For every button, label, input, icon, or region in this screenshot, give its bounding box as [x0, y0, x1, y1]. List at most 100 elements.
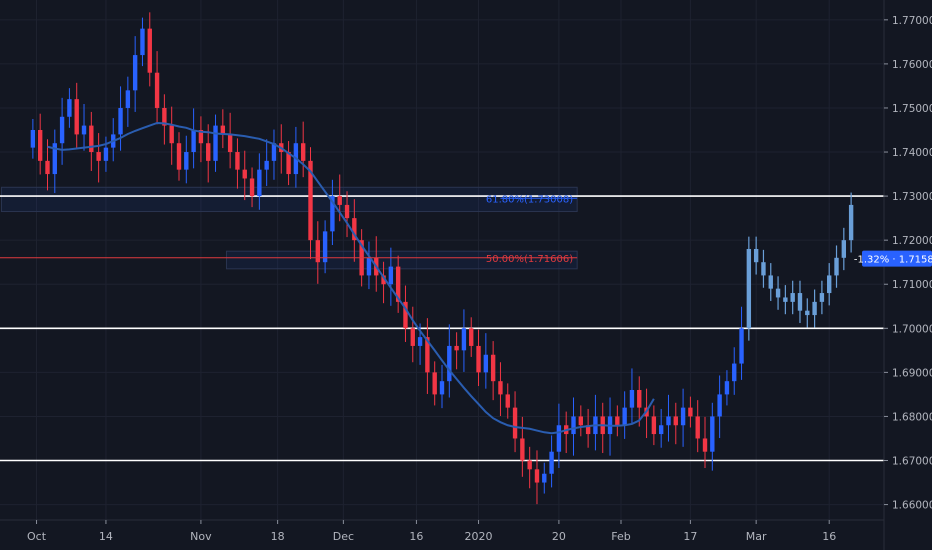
candle-body — [59, 116, 65, 144]
x-tick-label[interactable]: Oct — [27, 530, 47, 543]
candle-body — [30, 130, 36, 148]
candle-body — [688, 407, 693, 417]
candle-body — [673, 416, 678, 426]
zones — [0, 186, 578, 270]
x-tick-label[interactable]: Mar — [746, 530, 767, 543]
candle-body — [81, 125, 87, 135]
x-tick-label[interactable]: Feb — [611, 530, 630, 543]
candle-body — [403, 301, 408, 329]
candle-body — [191, 130, 196, 153]
candle-body — [352, 218, 357, 241]
candle-body — [37, 130, 43, 161]
projection-body — [827, 275, 832, 294]
candle-body — [461, 328, 467, 351]
projection-body — [761, 262, 766, 276]
price-tag: -1.32% · 1.71580 — [854, 250, 932, 267]
candle-body — [512, 407, 518, 439]
projection-body — [775, 288, 781, 298]
candle-body — [724, 381, 730, 395]
x-tick-label[interactable]: 16 — [822, 530, 836, 543]
candle-body — [147, 28, 152, 73]
moving-average — [47, 121, 655, 435]
candle-body — [45, 160, 50, 175]
candle-body — [103, 147, 109, 161]
x-tick-label[interactable]: 14 — [99, 530, 113, 543]
x-tick-label[interactable]: Nov — [190, 530, 212, 543]
y-tick-label[interactable]: 1.68000 — [892, 411, 932, 423]
y-tick-label[interactable]: 1.74000 — [892, 147, 932, 159]
candle-body — [96, 152, 101, 161]
candle-body — [213, 125, 218, 161]
y-tick-label[interactable]: 1.66000 — [892, 500, 932, 512]
horizontal-levels[interactable] — [0, 195, 884, 462]
y-tick-label[interactable]: 1.72000 — [892, 235, 932, 247]
candle-body — [74, 99, 79, 135]
y-tick-label[interactable]: 1.75000 — [892, 103, 932, 115]
candle-body — [271, 143, 277, 161]
candle-body — [710, 416, 715, 452]
zone-box — [225, 250, 578, 270]
candle-body — [169, 125, 174, 144]
projection-body — [819, 293, 825, 302]
y-axis[interactable]: 1.77000 1.76000 1.75000 1.74000 1.73000 1.720… — [883, 0, 932, 550]
candle-body — [651, 416, 657, 435]
projection-body — [783, 297, 788, 302]
y-tick-label[interactable]: 1.67000 — [892, 456, 932, 468]
zone-box — [0, 186, 578, 213]
x-axis[interactable]: Oct 14 Nov 18 Dec 16 2020 20 Feb 17 Mar 16 — [0, 519, 884, 543]
candle-body — [300, 143, 306, 161]
candle-body — [388, 266, 394, 285]
x-tick-label[interactable]: 17 — [683, 530, 697, 543]
candle-body — [527, 460, 532, 470]
projection-body — [841, 240, 847, 258]
candle-body — [125, 90, 131, 108]
y-tick-label[interactable]: 1.77000 — [892, 15, 932, 27]
y-tick-label[interactable]: 1.69000 — [892, 367, 932, 379]
price-tag-text: -1.32% · 1.71580 — [854, 255, 932, 266]
y-tick-label[interactable]: 1.70000 — [892, 323, 932, 335]
candle-body — [578, 416, 584, 426]
x-tick-label[interactable]: 18 — [271, 530, 285, 543]
candle-body — [556, 425, 562, 452]
projection-body — [753, 248, 759, 263]
candle-body — [585, 425, 591, 435]
candle-body — [432, 372, 437, 395]
candle-body — [176, 143, 182, 170]
y-tick-label[interactable]: 1.73000 — [892, 191, 932, 203]
candle-body — [330, 196, 335, 232]
projection-body — [834, 257, 839, 276]
x-tick-label[interactable]: 2020 — [465, 530, 493, 543]
x-tick-label[interactable]: Dec — [333, 530, 354, 543]
candle-body — [666, 416, 671, 426]
candle-body — [680, 407, 686, 426]
candle-body — [322, 231, 328, 263]
x-tick-label[interactable]: 20 — [552, 530, 566, 543]
candle-body — [337, 196, 342, 205]
candle-body — [257, 169, 262, 197]
candle-body — [454, 345, 459, 351]
candle-body — [439, 381, 445, 395]
projection-body — [848, 204, 854, 241]
fib-label: 61.80%(1.73008) — [486, 194, 573, 205]
ma-line — [47, 121, 655, 435]
candle-body — [154, 72, 160, 108]
candle-body — [308, 160, 313, 241]
candle-body — [622, 407, 627, 426]
x-tick-label[interactable]: 16 — [409, 530, 423, 543]
candle-body — [571, 416, 576, 435]
y-tick-label[interactable]: 1.71000 — [892, 279, 932, 291]
fib-label: 50.00%(1.71606) — [486, 254, 573, 265]
candle-body — [315, 240, 320, 263]
projection-body — [805, 310, 810, 316]
candle-body — [483, 354, 489, 373]
candle-body — [286, 152, 291, 175]
candle-body — [242, 169, 247, 179]
candle-body — [702, 438, 708, 452]
candle-body — [534, 469, 540, 483]
candle-body — [469, 328, 474, 346]
candle-body — [162, 107, 167, 126]
y-tick-label[interactable]: 1.76000 — [892, 59, 932, 71]
price-tag-box — [862, 250, 932, 267]
